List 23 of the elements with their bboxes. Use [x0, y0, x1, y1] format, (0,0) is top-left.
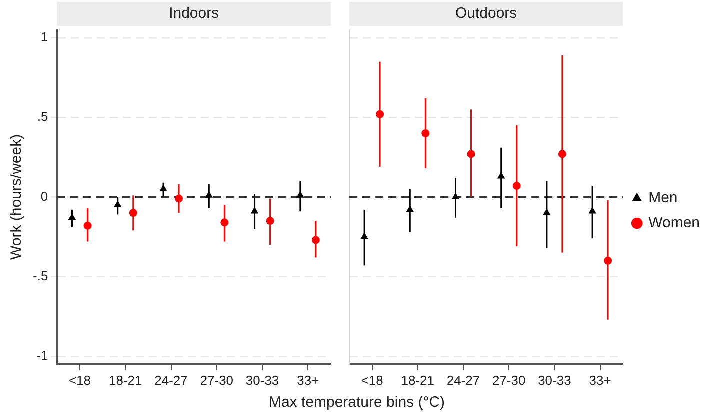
x-tick-label: 30-33	[538, 372, 572, 388]
y-tick-label: -.5	[33, 268, 48, 284]
x-axis-title: Max temperature bins (°C)	[268, 394, 446, 411]
chart-title: Outdoors	[455, 5, 518, 22]
x-tick-label: 24-27	[154, 372, 188, 388]
x-tick-label: 27-30	[492, 372, 526, 388]
legend-label: Women	[648, 214, 700, 232]
x-tick-label: 24-27	[446, 372, 480, 388]
x-tick-label: 33+	[589, 372, 612, 388]
x-tick-label: 33+	[297, 372, 320, 388]
y-tick-label: .5	[37, 109, 48, 124]
y-tick-label: -1	[36, 348, 48, 364]
y-tick-label: 1	[40, 30, 48, 45]
x-tick-label: <18	[361, 372, 384, 388]
x-tick-label: 18-21	[401, 372, 435, 388]
x-tick-label: <18	[68, 372, 92, 388]
x-tick-label: 18-21	[109, 372, 142, 388]
x-tick-label: 30-33	[246, 372, 280, 388]
x-tick-label: 27-30	[200, 372, 234, 388]
legend-label: Men	[648, 190, 678, 207]
y-axis-title: Work (hours/week)	[8, 134, 26, 260]
y-tick-label: 0	[40, 188, 48, 204]
chart-title: Indoors	[169, 5, 220, 22]
